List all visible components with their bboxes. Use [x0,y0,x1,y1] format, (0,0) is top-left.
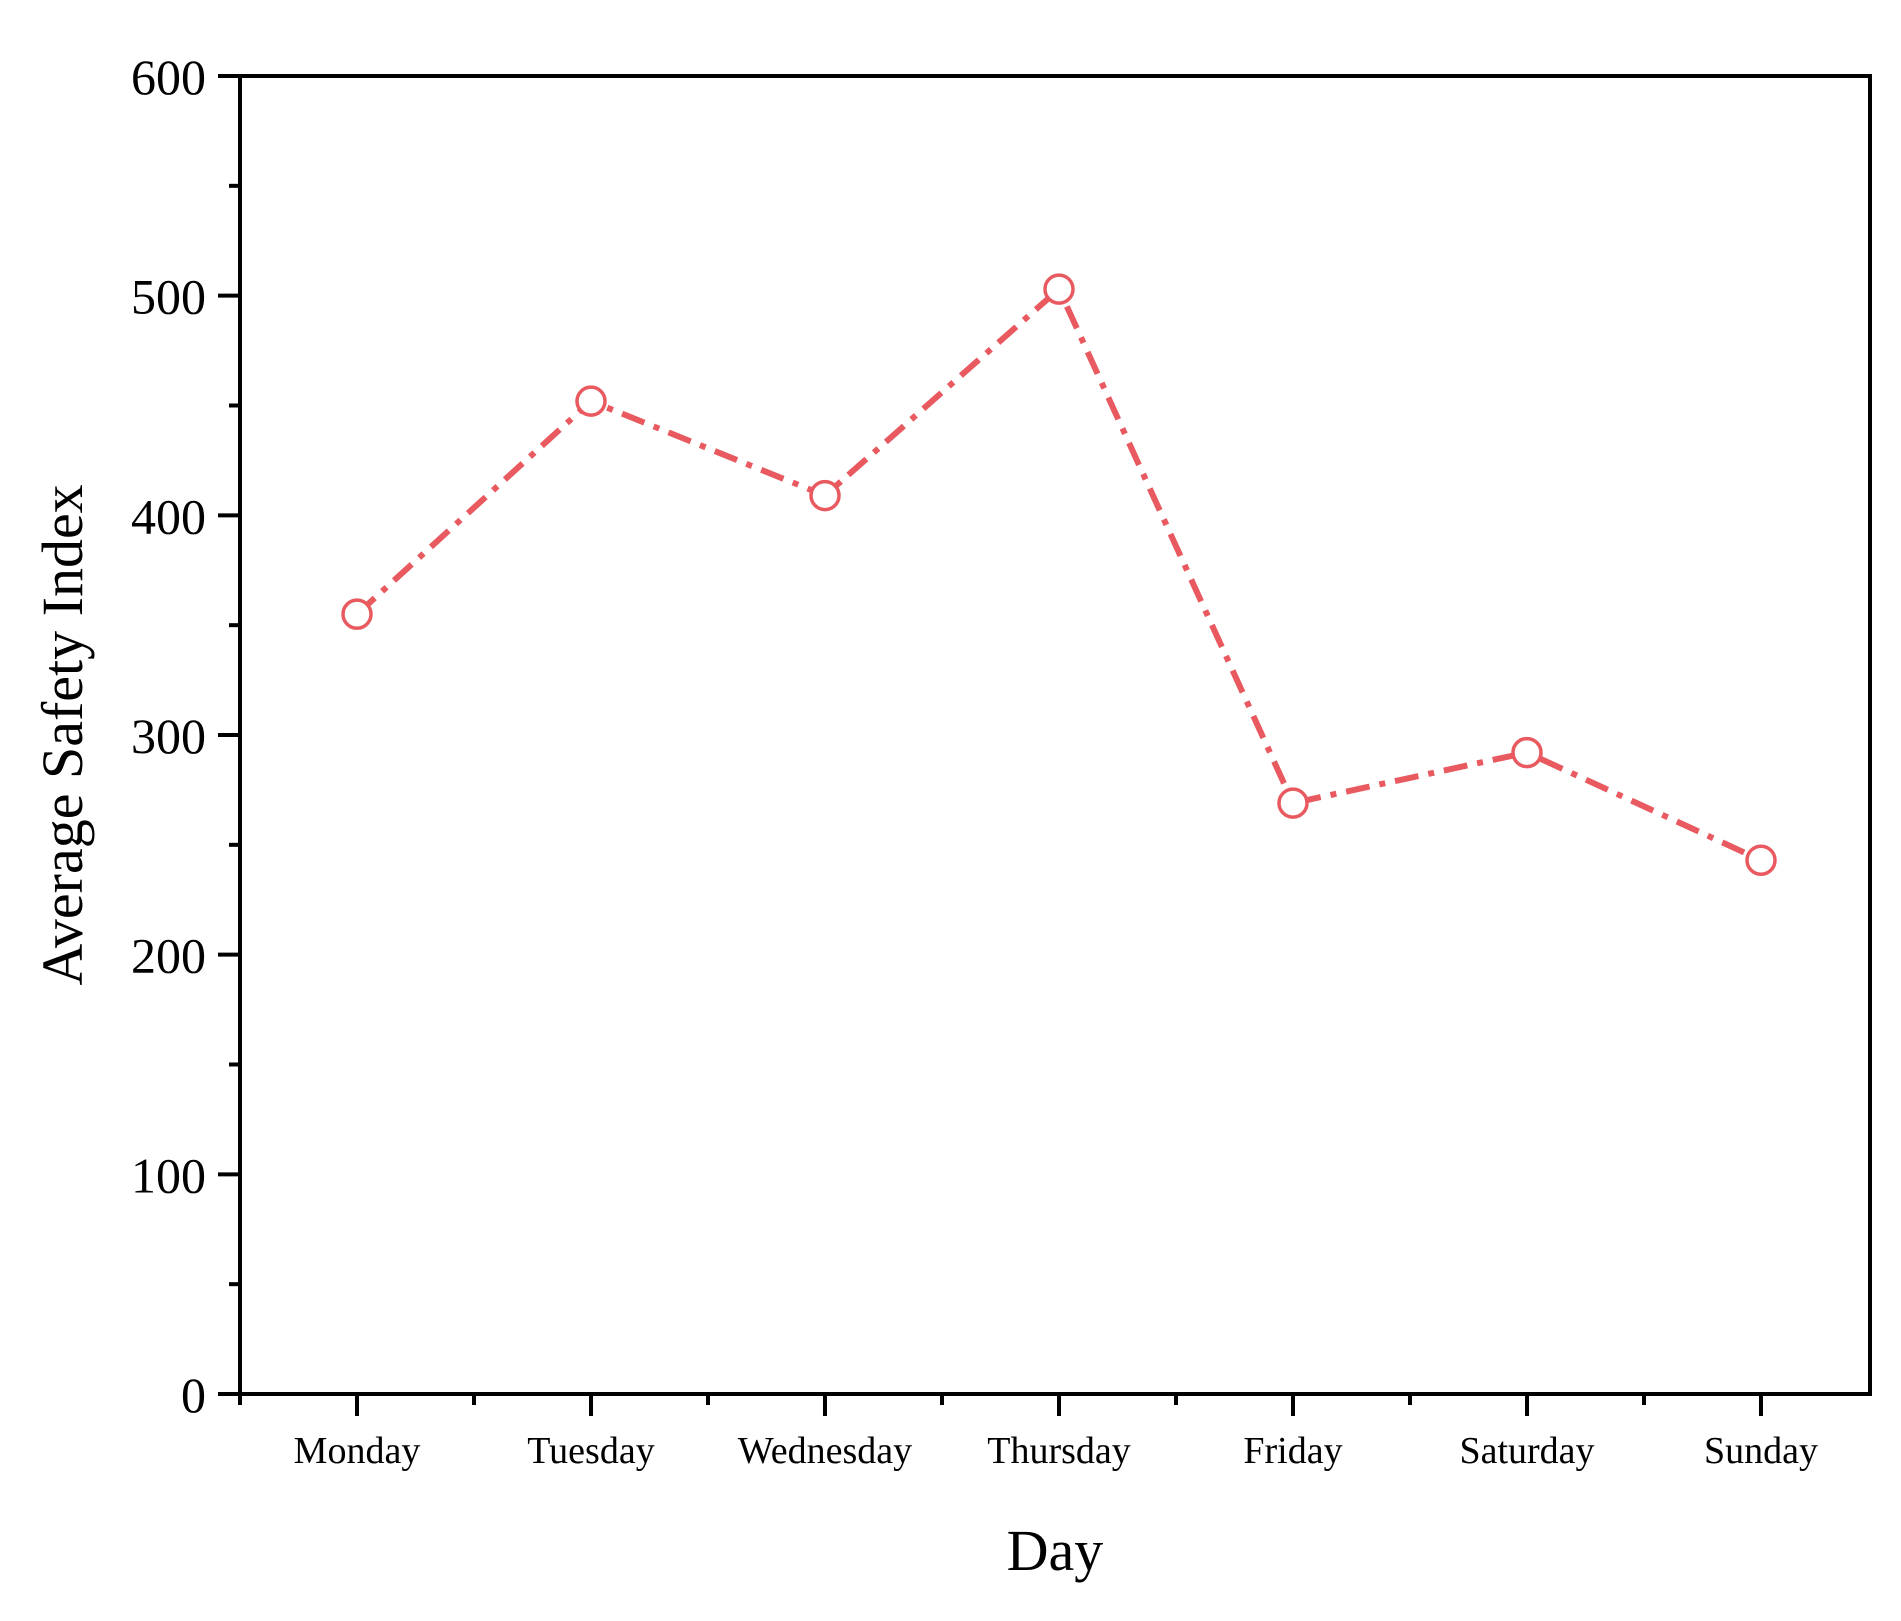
data-point [1277,787,1309,819]
x-axis: Monday Tuesday Wednesday Thursday Friday Satu… [238,1394,1818,1472]
y-axis: 0 100 200 300 400 500 600 [131,49,240,1423]
x-tick-label: Friday [1243,1430,1342,1472]
data-point [1511,736,1543,769]
y-tick-label: 200 [131,928,206,984]
plot-frame [238,74,1872,1396]
data-point [809,479,841,512]
series-layer [341,273,1777,876]
y-tick-label: 0 [181,1367,206,1423]
x-tick-label: Saturday [1459,1430,1594,1472]
x-tick-label: Tuesday [527,1430,654,1472]
y-tick-label: 100 [131,1147,206,1203]
data-point [1043,273,1075,305]
x-axis-label: Day [1007,1518,1104,1583]
x-tick-label: Thursday [987,1430,1131,1472]
y-tick-label: 400 [131,488,206,544]
x-tick-label: Wednesday [738,1430,912,1472]
plot-area-border [238,74,1872,1396]
data-point [1745,844,1777,876]
x-tick-label: Monday [294,1430,421,1472]
x-tick-label: Sunday [1704,1430,1818,1472]
y-tick-label: 300 [131,708,206,764]
series-line [354,286,1763,863]
data-point [575,385,607,417]
y-tick-label: 600 [131,49,206,105]
data-point [341,598,373,630]
y-tick-label: 500 [131,269,206,325]
y-axis-label: Average Safety Index [30,484,95,985]
